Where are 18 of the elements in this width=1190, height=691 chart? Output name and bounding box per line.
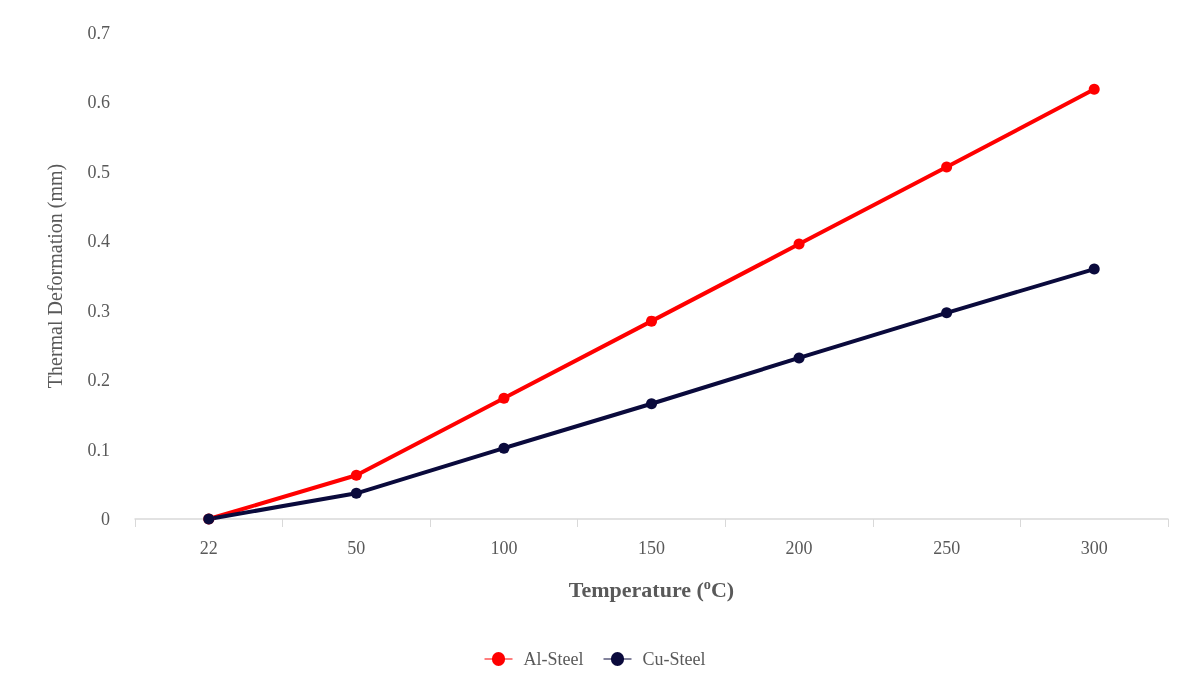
y-tick-label: 0.7: [87, 23, 110, 43]
x-tick-label: 150: [638, 538, 665, 558]
y-tick-label: 0.2: [87, 370, 110, 391]
y-tick-label: 0.4: [87, 231, 110, 252]
x-tick-label: 100: [490, 538, 518, 558]
legend-label: Cu-Steel: [642, 649, 706, 669]
y-tick-label: 0.1: [87, 439, 110, 460]
y-tick-label: 0.6: [87, 92, 110, 113]
x-tick-label: 200: [785, 538, 813, 558]
x-tick-label: 50: [347, 538, 366, 558]
y-tick-label: 0.5: [87, 161, 110, 182]
y-tick-label: 0.3: [87, 300, 110, 321]
y-axis-title: Thermal Deformation (mm): [44, 163, 67, 389]
x-tick-label: 250: [933, 538, 961, 558]
x-tick-label: 22: [199, 538, 218, 558]
legend-label: Al-Steel: [523, 649, 584, 669]
x-tick-label: 300: [1080, 538, 1108, 558]
y-tick-label: 0: [101, 509, 110, 529]
